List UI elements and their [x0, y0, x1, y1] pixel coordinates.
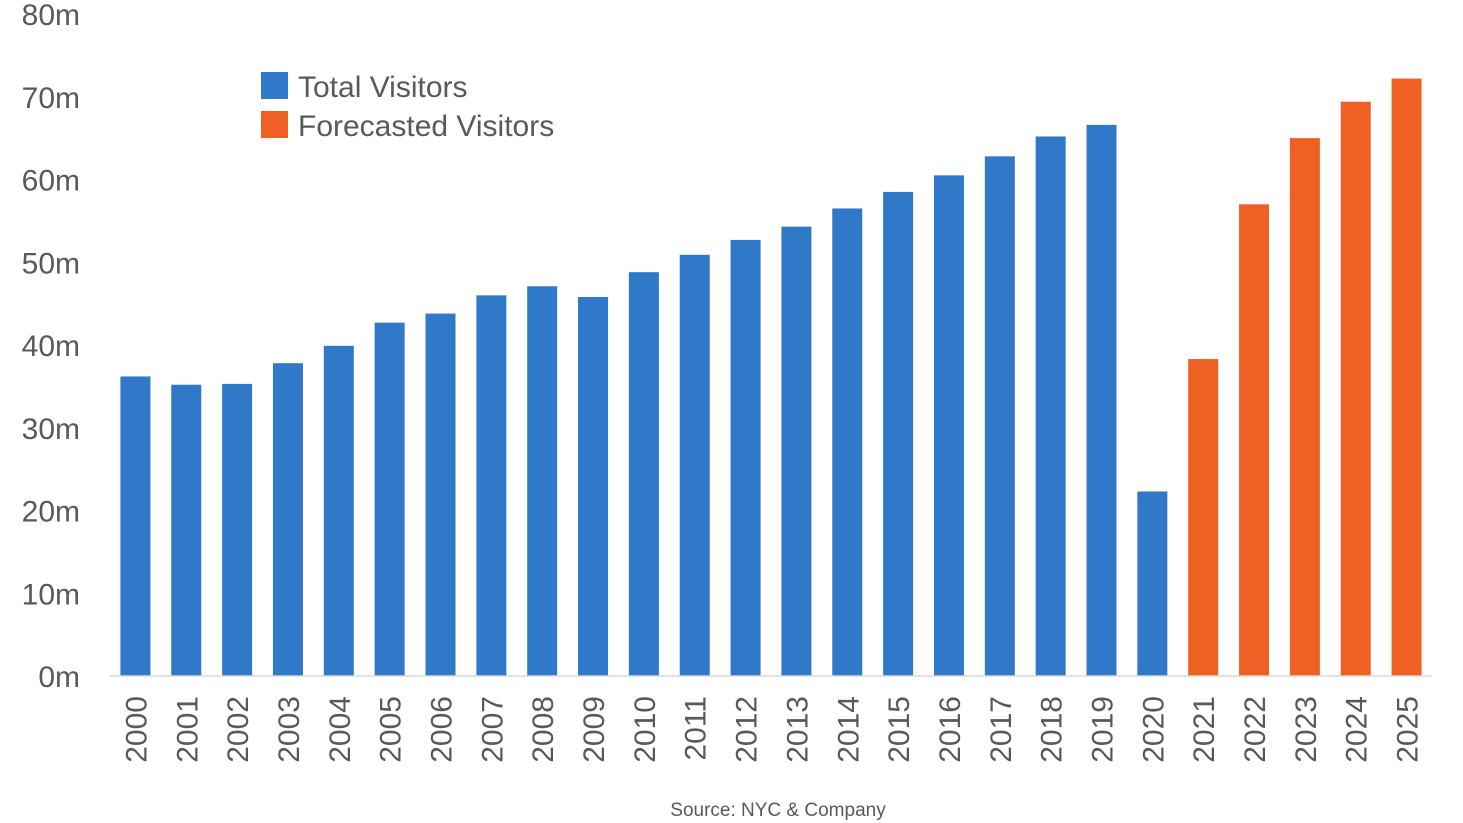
legend-label: Forecasted Visitors: [298, 110, 554, 143]
bar-2010: [628, 272, 659, 676]
bar-2011: [679, 254, 710, 677]
x-tick-label: 2010: [629, 696, 662, 763]
x-tick-label: 2000: [120, 696, 153, 763]
bar-2015: [883, 191, 914, 676]
x-tick-label: 2019: [1087, 696, 1120, 763]
y-tick-label: 80m: [22, 0, 80, 32]
x-axis-ticks: 2000 2001 2002 2003 2004 2005 2006 2007 2008 2009…: [120, 696, 1424, 763]
bar-2012: [730, 239, 761, 676]
y-tick-label: 20m: [22, 496, 80, 529]
bar-2000: [120, 376, 151, 676]
bar-2001: [171, 384, 202, 676]
x-tick-label: 2018: [1036, 696, 1069, 763]
y-tick-label: 10m: [22, 578, 80, 611]
legend: Total Visitors Forecasted Visitors: [261, 71, 554, 143]
x-tick-label: 2013: [781, 696, 814, 763]
x-tick-label: 2002: [222, 696, 255, 763]
y-tick-label: 0m: [38, 661, 80, 694]
legend-swatch: [261, 72, 288, 99]
bar-2002: [222, 383, 253, 676]
x-tick-label: 2005: [375, 696, 408, 763]
y-tick-label: 30m: [22, 413, 80, 446]
bar-2024: [1340, 101, 1371, 676]
x-tick-label: 2012: [731, 696, 764, 763]
bar-2025: [1391, 78, 1422, 677]
x-tick-label: 2025: [1392, 696, 1425, 763]
bar-2017: [984, 156, 1015, 676]
bar-2019: [1086, 124, 1117, 676]
x-tick-label: 2007: [476, 696, 509, 763]
bar-2003: [272, 363, 303, 676]
x-tick-label: 2024: [1341, 696, 1374, 763]
legend-label: Total Visitors: [298, 71, 468, 104]
y-tick-label: 50m: [22, 247, 80, 280]
bar-2020: [1137, 491, 1168, 676]
x-tick-label: 2016: [934, 696, 967, 763]
x-tick-label: 2020: [1137, 696, 1170, 763]
x-tick-label: 2009: [578, 696, 611, 763]
bar-2018: [1035, 136, 1066, 677]
x-tick-label: 2022: [1239, 696, 1272, 763]
x-tick-label: 2001: [171, 696, 204, 763]
bar-2005: [374, 322, 405, 676]
bar-2007: [476, 295, 507, 676]
bar-2004: [323, 345, 354, 676]
bar-2016: [933, 175, 964, 677]
y-tick-label: 60m: [22, 165, 80, 198]
bar-2013: [781, 226, 812, 677]
y-axis-ticks: 0m 10m 20m 30m 40m 50m 60m 70m 80m: [22, 0, 80, 694]
x-tick-label: 2004: [324, 696, 357, 763]
x-tick-label: 2023: [1290, 696, 1323, 763]
source-note: Source: NYC & Company: [670, 800, 886, 821]
bar-2009: [578, 297, 609, 676]
bar-2006: [425, 313, 456, 676]
x-tick-label: 2006: [426, 696, 459, 763]
bars: [120, 78, 1422, 677]
x-tick-label: 2014: [832, 696, 865, 763]
legend-swatch: [261, 111, 288, 138]
x-tick-label: 2015: [883, 696, 916, 763]
bar-2008: [527, 286, 558, 676]
x-tick-label: 2003: [273, 696, 306, 763]
y-tick-label: 40m: [22, 330, 80, 363]
x-tick-label: 2011: [680, 696, 713, 761]
bar-2022: [1239, 204, 1270, 676]
x-tick-label: 2008: [527, 696, 560, 763]
bar-2021: [1188, 359, 1219, 676]
bar-2023: [1289, 138, 1320, 677]
bar-2014: [832, 208, 863, 676]
y-tick-label: 70m: [22, 82, 80, 115]
x-tick-label: 2021: [1188, 696, 1221, 763]
x-tick-label: 2017: [985, 696, 1018, 763]
